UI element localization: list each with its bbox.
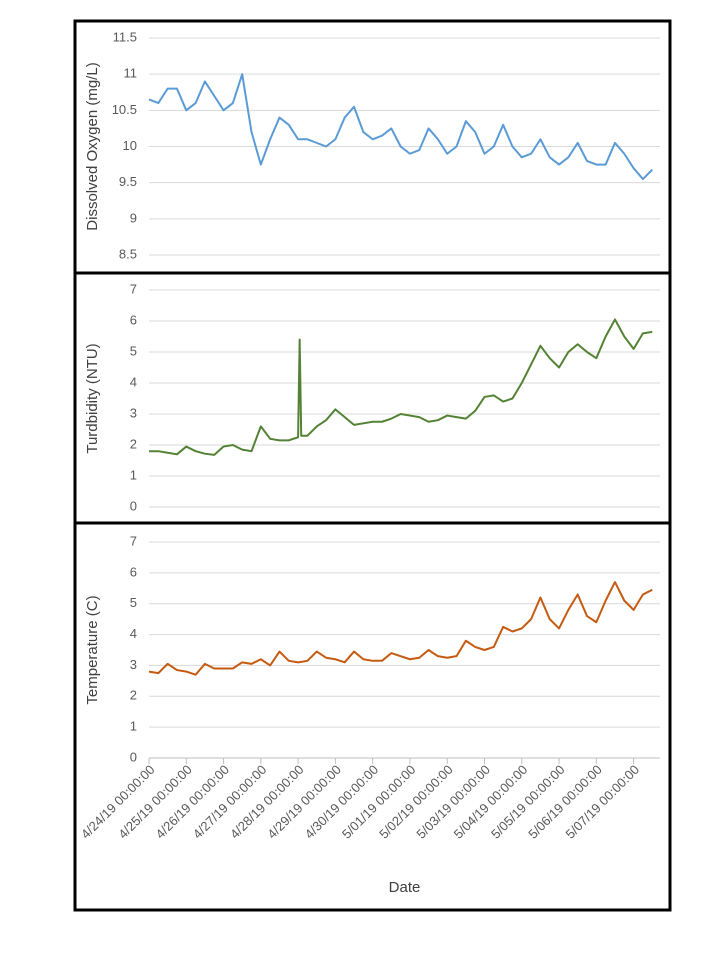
y-tick-label: 1 — [130, 467, 137, 482]
data-line — [148, 581, 653, 676]
y-tick-label: 11 — [124, 66, 138, 81]
x-axis-title: Date — [389, 879, 421, 896]
y-tick-label: 9 — [130, 210, 137, 225]
data-line — [148, 73, 653, 181]
y-tick-label: 5 — [130, 595, 137, 610]
y-tick-label: 10 — [123, 138, 137, 153]
y-axis-title: Temperature (C) — [84, 595, 101, 704]
y-tick-label: 5 — [130, 343, 137, 358]
y-tick-label: 3 — [130, 405, 137, 420]
y-tick-label: 8.5 — [119, 246, 137, 261]
y-tick-label: 0 — [130, 749, 137, 764]
y-tick-label: 4 — [130, 626, 137, 641]
y-tick-label: 6 — [130, 564, 137, 579]
y-tick-label: 2 — [130, 436, 137, 451]
y-tick-label: 3 — [130, 657, 137, 672]
y-tick-label: 10.5 — [112, 102, 137, 117]
y-tick-label: 11.5 — [113, 29, 137, 44]
y-tick-label: 6 — [130, 312, 137, 327]
y-tick-label: 1 — [130, 719, 137, 734]
frame — [73, 19, 672, 912]
data-line — [149, 318, 653, 456]
y-tick-label: 4 — [130, 374, 137, 389]
y-tick-label: 0 — [130, 498, 137, 513]
y-tick-label: 2 — [130, 688, 137, 703]
y-tick-label: 7 — [130, 533, 137, 548]
y-axis-title: Turdbidity (NTU) — [84, 343, 101, 453]
y-tick-label: 7 — [130, 281, 137, 296]
y-tick-label: 9.5 — [119, 174, 137, 189]
y-axis-title: Dissolved Oxygen (mg/L) — [84, 62, 101, 230]
